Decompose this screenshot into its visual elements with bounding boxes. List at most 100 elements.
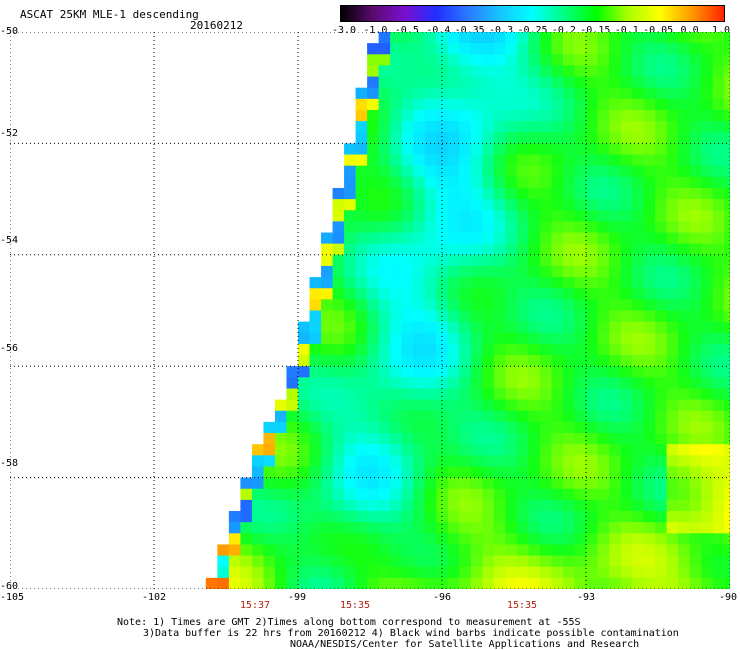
data-cell bbox=[724, 533, 730, 546]
data-cell bbox=[528, 533, 541, 546]
data-cell bbox=[413, 433, 426, 445]
data-cell bbox=[574, 154, 587, 167]
data-cell bbox=[367, 377, 380, 390]
data-cell bbox=[459, 444, 472, 456]
data-cell bbox=[378, 132, 391, 144]
data-cell bbox=[332, 433, 345, 445]
data-cell bbox=[332, 288, 345, 300]
data-cell bbox=[562, 399, 576, 412]
data-cell bbox=[482, 522, 495, 534]
data-cell bbox=[424, 343, 437, 356]
data-cell bbox=[516, 165, 529, 178]
data-cell bbox=[344, 533, 357, 546]
data-cell bbox=[482, 199, 495, 211]
data-cell bbox=[459, 332, 472, 345]
data-cell bbox=[620, 577, 633, 589]
data-cell bbox=[436, 132, 449, 144]
lat-label: -50 bbox=[0, 26, 19, 37]
data-cell bbox=[701, 87, 714, 100]
data-cell bbox=[493, 288, 506, 300]
data-cell bbox=[574, 555, 587, 568]
data-cell bbox=[666, 43, 679, 55]
data-cell bbox=[597, 444, 610, 456]
data-cell bbox=[724, 421, 730, 434]
data-cell bbox=[632, 76, 645, 89]
data-cell bbox=[597, 176, 610, 189]
data-cell bbox=[609, 455, 622, 468]
data-cell bbox=[620, 321, 633, 334]
data-cell bbox=[378, 355, 391, 367]
data-cell bbox=[378, 466, 391, 479]
data-cell bbox=[632, 299, 645, 312]
data-cell bbox=[609, 121, 622, 133]
data-cell bbox=[401, 388, 414, 401]
data-cell bbox=[367, 299, 380, 312]
data-cell bbox=[240, 477, 253, 490]
data-cell bbox=[666, 421, 679, 434]
data-cell bbox=[493, 388, 506, 401]
data-cell bbox=[447, 210, 460, 222]
data-cell bbox=[551, 265, 564, 278]
data-cell bbox=[574, 399, 587, 412]
data-cell bbox=[401, 499, 414, 512]
data-cell bbox=[632, 477, 645, 490]
data-cell bbox=[493, 421, 506, 434]
data-cell bbox=[263, 488, 276, 501]
data-cell bbox=[678, 455, 691, 468]
data-cell bbox=[355, 98, 368, 111]
data-cell bbox=[609, 410, 622, 423]
data-cell bbox=[367, 332, 380, 345]
data-cell bbox=[298, 388, 311, 401]
data-cell bbox=[413, 109, 426, 122]
data-cell bbox=[643, 299, 656, 312]
data-cell bbox=[701, 176, 714, 189]
data-cell bbox=[505, 355, 518, 367]
data-cell bbox=[378, 366, 391, 378]
data-cell bbox=[609, 143, 622, 156]
data-cell bbox=[424, 232, 437, 245]
data-cell bbox=[493, 332, 506, 345]
data-cell bbox=[551, 232, 564, 245]
data-cell bbox=[459, 299, 472, 312]
data-cell bbox=[528, 32, 541, 44]
data-cell bbox=[724, 132, 730, 144]
data-cell bbox=[378, 165, 391, 178]
data-cell bbox=[424, 243, 437, 256]
colorbar-tick-label: -0.4 bbox=[426, 25, 451, 36]
data-cell bbox=[620, 566, 633, 579]
data-cell bbox=[666, 455, 679, 468]
data-cell bbox=[424, 265, 437, 278]
data-cell bbox=[666, 232, 679, 245]
data-cell bbox=[620, 32, 633, 44]
data-cell bbox=[666, 332, 679, 345]
data-cell bbox=[666, 87, 679, 100]
data-cell bbox=[678, 299, 691, 312]
data-cell bbox=[689, 199, 702, 211]
footer-note-2: 3)Data buffer is 22 hrs from 20160212 4)… bbox=[143, 628, 679, 639]
pass-time-label: 15:35 bbox=[506, 600, 538, 611]
data-cell bbox=[712, 43, 725, 55]
data-cell bbox=[424, 355, 437, 367]
data-cell bbox=[263, 511, 276, 523]
data-cell bbox=[539, 277, 553, 289]
data-cell bbox=[355, 455, 368, 468]
data-cell bbox=[309, 466, 322, 479]
data-cell bbox=[632, 265, 645, 278]
data-cell bbox=[367, 243, 380, 256]
data-cell bbox=[574, 165, 587, 178]
data-cell bbox=[332, 254, 345, 267]
data-cell bbox=[413, 43, 426, 55]
data-cell bbox=[321, 555, 334, 568]
data-cell bbox=[574, 455, 587, 468]
data-cell bbox=[666, 321, 679, 334]
data-cell bbox=[724, 444, 730, 456]
data-cell bbox=[678, 566, 691, 579]
data-cell bbox=[286, 577, 299, 589]
data-cell bbox=[470, 176, 483, 189]
data-cell bbox=[505, 288, 518, 300]
data-cell bbox=[689, 388, 702, 401]
data-cell bbox=[620, 87, 633, 100]
data-cell bbox=[424, 199, 437, 211]
data-cell bbox=[539, 299, 553, 312]
data-cell bbox=[355, 355, 368, 367]
